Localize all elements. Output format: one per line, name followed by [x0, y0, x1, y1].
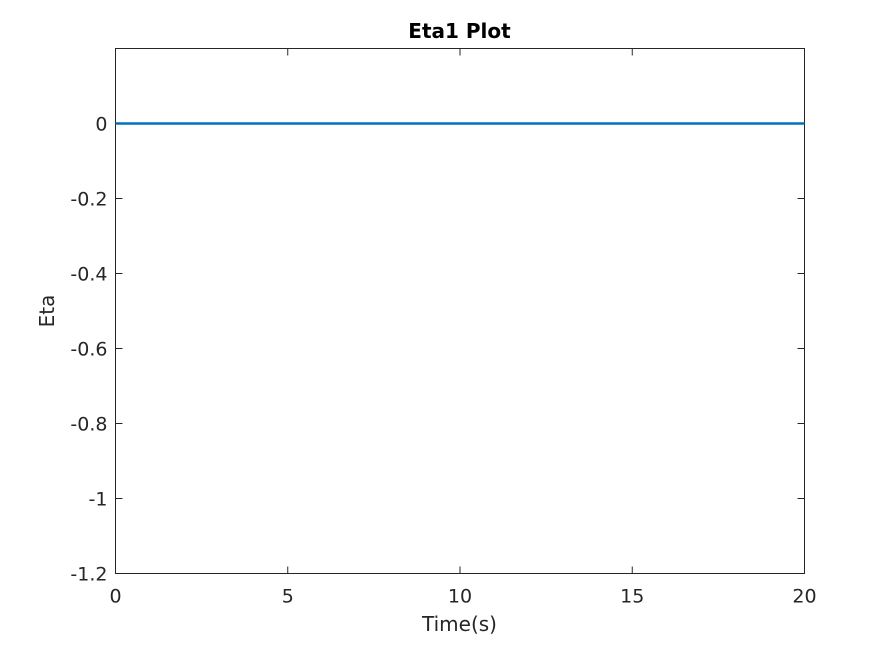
- x-tick-label: 0: [109, 586, 121, 608]
- x-tick-label: 15: [620, 586, 644, 608]
- x-axis-label: Time(s): [421, 612, 497, 636]
- y-tick-label: 0: [95, 114, 107, 136]
- x-tick-labels: 0 5 10 15 20: [109, 586, 816, 608]
- y-tick-labels: -1.2 -1 -0.8 -0.6 -0.4 -0.2 0: [70, 114, 107, 586]
- y-tick-label: -0.6: [70, 339, 107, 361]
- x-tick-label: 10: [448, 586, 472, 608]
- y-axis-label: Eta: [35, 295, 59, 328]
- y-tick-label: -1.2: [70, 564, 107, 586]
- x-tick-label: 5: [282, 586, 294, 608]
- y-tick-label: -1: [89, 489, 108, 511]
- chart-title: Eta1 Plot: [408, 19, 511, 43]
- plot-area: [115, 48, 805, 574]
- x-tick-label: 20: [792, 586, 816, 608]
- y-tick-label: -0.4: [70, 264, 107, 286]
- y-tick-label: -0.2: [70, 189, 107, 211]
- y-tick-label: -0.8: [70, 414, 107, 436]
